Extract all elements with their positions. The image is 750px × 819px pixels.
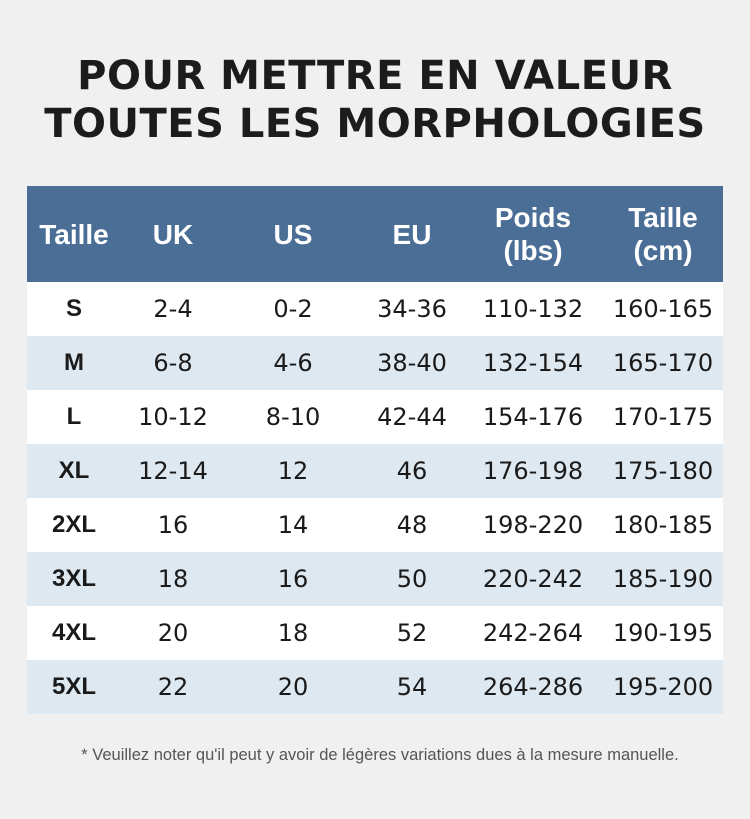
us-cell: 8-10 (265, 403, 321, 431)
size-cell: L (66, 403, 82, 430)
size-cell: 4XL (51, 619, 96, 646)
us-cell: 4-6 (273, 349, 313, 377)
eu-cell: 38-40 (377, 349, 447, 377)
table-header-row: Taille UK US EU Poids (lbs) Taille (cm) (27, 186, 723, 282)
us-cell: 0-2 (273, 295, 313, 323)
table-row: XL 12-14 12 46 176-198 175-180 (27, 444, 723, 498)
table-row: 5XL 22 20 54 264-286 195-200 (27, 660, 723, 714)
height-cell: 180-185 (612, 511, 714, 539)
us-cell: 14 (277, 511, 309, 539)
height-cell: 165-170 (612, 349, 714, 377)
height-cell: 175-180 (612, 457, 714, 485)
uk-cell: 16 (157, 511, 189, 539)
size-chart-table: Taille UK US EU Poids (lbs) Taille (cm) … (27, 186, 723, 714)
table-row: 3XL 18 16 50 220-242 185-190 (27, 552, 723, 606)
table-row: S 2-4 0-2 34-36 110-132 160-165 (27, 282, 723, 336)
uk-cell: 10-12 (138, 403, 208, 431)
size-cell: M (64, 349, 84, 376)
header-size: Taille (39, 218, 109, 250)
eu-cell: 54 (396, 673, 428, 701)
uk-cell: 6-8 (153, 349, 193, 377)
table-row: 2XL 16 14 48 198-220 180-185 (27, 498, 723, 552)
header-eu: EU (392, 218, 432, 250)
eu-cell: 52 (396, 619, 428, 647)
height-cell: 195-200 (612, 673, 714, 701)
weight-cell: 264-286 (482, 673, 584, 701)
header-height-line-1: Taille (628, 202, 698, 233)
page-title-line-2: TOUTES LES MORPHOLOGIES (44, 101, 706, 147)
header-weight: Poids (lbs) (463, 186, 603, 282)
eu-cell: 48 (396, 511, 428, 539)
table-row: M 6-8 4-6 38-40 132-154 165-170 (27, 336, 723, 390)
size-cell: 5XL (51, 673, 96, 700)
table-row: 4XL 20 18 52 242-264 190-195 (27, 606, 723, 660)
weight-cell: 198-220 (482, 511, 584, 539)
uk-cell: 22 (157, 673, 189, 701)
page-title: POUR METTRE EN VALEUR TOUTES LES MORPHOL… (0, 52, 750, 148)
eu-cell: 46 (396, 457, 428, 485)
header-height: Taille (cm) (603, 186, 723, 282)
height-cell: 185-190 (612, 565, 714, 593)
uk-cell: 20 (157, 619, 189, 647)
size-cell: 2XL (51, 511, 96, 538)
header-weight-line-2: (lbs) (503, 235, 563, 266)
measurement-note: * Veuillez noter qu'il peut y avoir de l… (81, 746, 679, 764)
uk-cell: 2-4 (153, 295, 193, 323)
weight-cell: 110-132 (482, 295, 584, 323)
page-title-line-1: POUR METTRE EN VALEUR (77, 53, 673, 99)
height-cell: 190-195 (612, 619, 714, 647)
weight-cell: 176-198 (482, 457, 584, 485)
uk-cell: 18 (157, 565, 189, 593)
size-cell: 3XL (51, 565, 96, 592)
header-weight-line-1: Poids (494, 202, 572, 233)
weight-cell: 154-176 (482, 403, 584, 431)
size-cell: XL (58, 457, 90, 484)
eu-cell: 42-44 (377, 403, 447, 431)
us-cell: 20 (277, 673, 309, 701)
size-cell: S (65, 295, 82, 322)
weight-cell: 242-264 (482, 619, 584, 647)
uk-cell: 12-14 (138, 457, 208, 485)
eu-cell: 34-36 (377, 295, 447, 323)
weight-cell: 132-154 (482, 349, 584, 377)
us-cell: 18 (277, 619, 309, 647)
height-cell: 160-165 (612, 295, 714, 323)
header-us: US (273, 218, 313, 250)
eu-cell: 50 (396, 565, 428, 593)
table-row: L 10-12 8-10 42-44 154-176 170-175 (27, 390, 723, 444)
header-height-line-2: (cm) (633, 235, 693, 266)
header-uk: UK (152, 218, 194, 250)
height-cell: 170-175 (612, 403, 714, 431)
us-cell: 12 (277, 457, 309, 485)
weight-cell: 220-242 (482, 565, 584, 593)
us-cell: 16 (277, 565, 309, 593)
